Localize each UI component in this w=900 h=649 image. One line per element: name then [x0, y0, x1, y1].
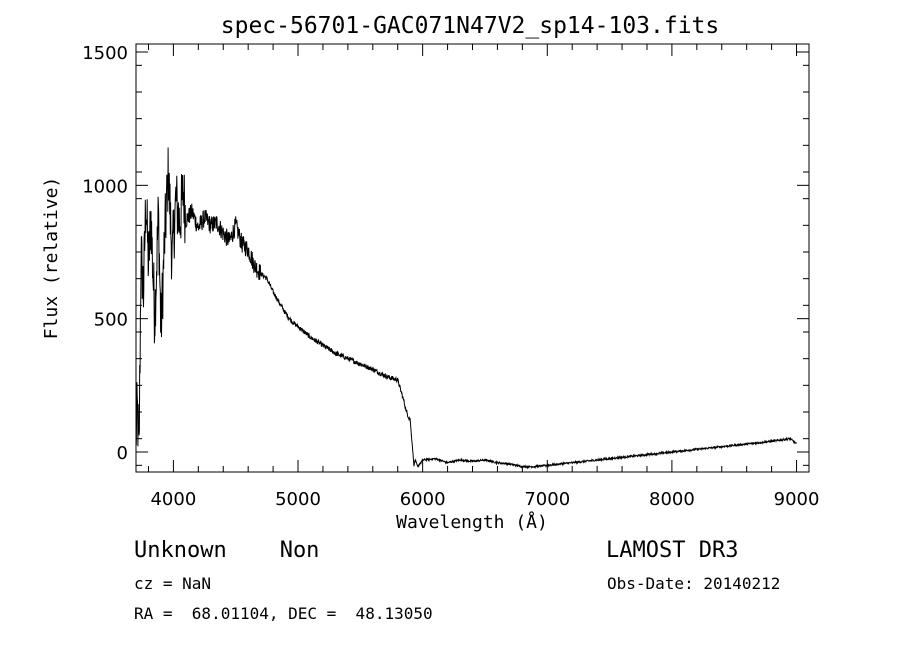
- axis-ticks: [136, 44, 809, 472]
- x-axis-label: Wavelength (Å): [396, 511, 548, 533]
- chart-title: spec-56701-GAC071N47V2_sp14-103.fits: [221, 13, 720, 39]
- y-axis-label: Flux (relative): [41, 177, 62, 340]
- y-tick-label: 1000: [82, 176, 128, 197]
- x-tick-label: 7000: [524, 489, 570, 510]
- x-tick-label: 4000: [150, 489, 196, 510]
- axis-tick-labels: 4000 5000 6000 7000 8000 9000 0 500 1000 1500: [82, 43, 819, 510]
- survey-label: LAMOST DR3: [606, 538, 739, 563]
- object-class-line: Unknown Non: [134, 538, 320, 563]
- y-tick-label: 500: [94, 310, 128, 331]
- x-tick-label: 6000: [400, 489, 446, 510]
- coordinates-line: RA = 68.01104, DEC = 48.13050: [134, 604, 433, 623]
- y-tick-label: 0: [117, 443, 128, 464]
- redshift-line: cz = NaN: [134, 574, 212, 593]
- obs-date-line: Obs-Date: 20140212: [607, 574, 781, 593]
- x-tick-label: 9000: [774, 489, 820, 510]
- x-tick-label: 5000: [275, 489, 321, 510]
- y-tick-label: 1500: [82, 43, 128, 64]
- series-line-flux: [135, 147, 797, 470]
- x-tick-label: 8000: [649, 489, 695, 510]
- plot-frame: [135, 43, 810, 473]
